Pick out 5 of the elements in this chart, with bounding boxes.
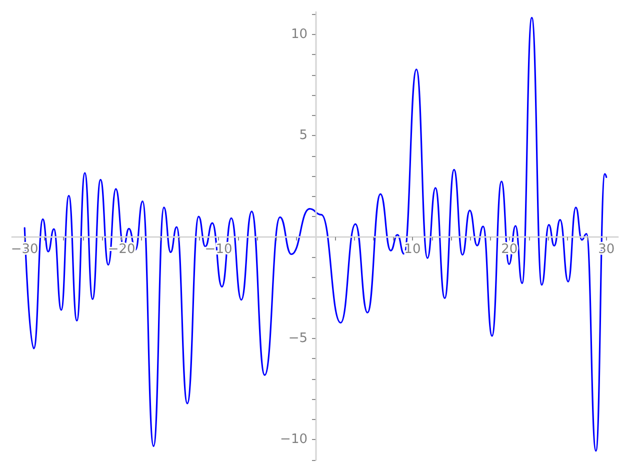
y-tick-label: −10 xyxy=(280,432,308,448)
y-tick-label: −5 xyxy=(288,330,308,346)
x-tick-label: 10 xyxy=(404,242,421,258)
y-tick-label: 10 xyxy=(290,26,308,42)
y-tick-label: 5 xyxy=(299,128,308,144)
